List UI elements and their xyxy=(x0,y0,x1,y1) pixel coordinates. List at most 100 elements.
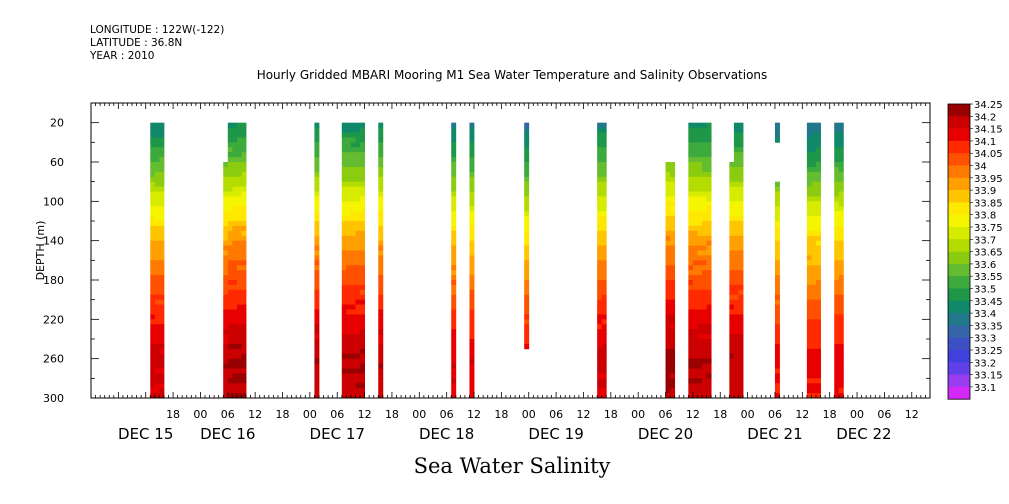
heatmap-cell xyxy=(236,339,242,345)
heatmap-cell xyxy=(738,334,744,340)
heatmap-cell xyxy=(378,162,384,168)
heatmap-cell xyxy=(733,206,739,212)
heatmap-cell xyxy=(811,127,817,133)
heatmap-cell xyxy=(154,343,160,350)
heatmap-cell xyxy=(811,221,817,227)
heatmap-cell xyxy=(774,294,780,301)
heatmap-cell xyxy=(738,216,744,222)
heatmap-cell xyxy=(806,353,812,360)
heatmap-cell xyxy=(816,186,821,192)
heatmap-cell xyxy=(601,166,607,173)
heatmap-cell xyxy=(360,137,365,143)
heatmap-cell xyxy=(241,171,247,178)
heatmap-cell xyxy=(378,373,384,379)
heatmap-cell xyxy=(811,334,817,340)
heatmap-cell xyxy=(346,368,352,374)
heatmap-cell xyxy=(733,383,739,389)
heatmap-cell xyxy=(355,142,361,148)
heatmap-cell xyxy=(702,284,707,291)
heatmap-cell xyxy=(378,250,384,256)
heatmap-cell xyxy=(241,270,247,276)
heatmap-cell xyxy=(150,176,156,183)
heatmap-cell xyxy=(346,339,352,345)
heatmap-cell xyxy=(601,176,607,183)
heatmap-cell xyxy=(232,314,238,320)
heatmap-cell xyxy=(223,393,229,399)
heatmap-cell xyxy=(729,166,735,173)
heatmap-cell xyxy=(688,216,694,222)
heatmap-cell xyxy=(601,275,607,281)
heatmap-cell xyxy=(665,255,671,261)
heatmap-cell xyxy=(838,368,844,374)
heatmap-cell xyxy=(355,319,361,325)
heatmap-cell xyxy=(241,393,247,399)
heatmap-cell xyxy=(346,206,352,212)
heatmap-cell xyxy=(729,201,735,207)
heatmap-cell xyxy=(601,284,607,291)
heatmap-cell xyxy=(816,216,821,222)
heatmap-cell xyxy=(469,152,475,158)
heatmap-cell xyxy=(346,294,352,301)
heatmap-cell xyxy=(738,270,744,276)
heatmap-cell xyxy=(816,270,821,276)
heatmap-cell xyxy=(378,304,384,310)
heatmap-cell xyxy=(159,147,165,153)
heatmap-cell xyxy=(738,186,744,192)
heatmap-cell xyxy=(236,250,242,256)
heatmap-cell xyxy=(665,314,671,320)
colorbar-swatch xyxy=(948,313,970,326)
heatmap-cell xyxy=(806,176,812,183)
heatmap-cell xyxy=(597,216,603,222)
heatmap-cell xyxy=(597,250,603,256)
x-tick-label: 12 xyxy=(467,408,481,421)
heatmap-cell xyxy=(692,314,698,320)
colorbar-swatch xyxy=(948,374,970,388)
heatmap-cell xyxy=(838,122,844,128)
heatmap-cell xyxy=(692,378,698,384)
heatmap-cell xyxy=(697,358,703,364)
colorbar-label: 33.15 xyxy=(974,371,1003,382)
heatmap-cell xyxy=(150,348,156,355)
heatmap-cell xyxy=(360,299,365,305)
heatmap-cell xyxy=(706,245,712,251)
heatmap-cell xyxy=(150,255,156,261)
heatmap-cell xyxy=(688,255,694,261)
heatmap-cell xyxy=(597,304,603,310)
heatmap-cell xyxy=(702,309,707,315)
heatmap-cell xyxy=(670,358,676,364)
heatmap-cell xyxy=(834,348,840,355)
heatmap-cell xyxy=(241,260,247,266)
heatmap-cell xyxy=(597,132,603,138)
heatmap-cell xyxy=(688,289,694,296)
heatmap-cell xyxy=(236,358,242,364)
heatmap-cell xyxy=(241,157,247,163)
heatmap-cell xyxy=(451,329,457,335)
heatmap-cell xyxy=(350,250,356,256)
heatmap-cell xyxy=(150,324,156,330)
heatmap-cell xyxy=(360,358,365,364)
heatmap-cell xyxy=(341,166,347,173)
heatmap-cell xyxy=(688,176,694,183)
heatmap-cell xyxy=(774,348,780,355)
heatmap-cell xyxy=(223,284,229,291)
heatmap-cell xyxy=(469,368,475,374)
heatmap-cell xyxy=(692,176,698,183)
heatmap-cell xyxy=(346,235,352,242)
heatmap-cell xyxy=(150,393,156,399)
heatmap-cell xyxy=(154,383,160,389)
heatmap-cell xyxy=(738,191,744,197)
heatmap-cell xyxy=(774,314,780,320)
heatmap-cell xyxy=(733,240,739,246)
heatmap-cell xyxy=(702,137,707,143)
heatmap-cell xyxy=(346,122,352,128)
heatmap-cell xyxy=(601,147,607,153)
heatmap-cell xyxy=(688,191,694,197)
heatmap-cell xyxy=(738,122,744,128)
heatmap-cell xyxy=(314,162,320,168)
heatmap-cell xyxy=(314,211,320,217)
heatmap-cell xyxy=(670,206,676,212)
heatmap-cell xyxy=(806,225,812,232)
heatmap-cell xyxy=(733,368,739,374)
heatmap-cell xyxy=(241,294,247,301)
heatmap-cell xyxy=(733,225,739,232)
